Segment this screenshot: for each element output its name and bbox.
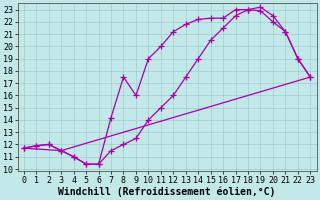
X-axis label: Windchill (Refroidissement éolien,°C): Windchill (Refroidissement éolien,°C) [58, 186, 276, 197]
